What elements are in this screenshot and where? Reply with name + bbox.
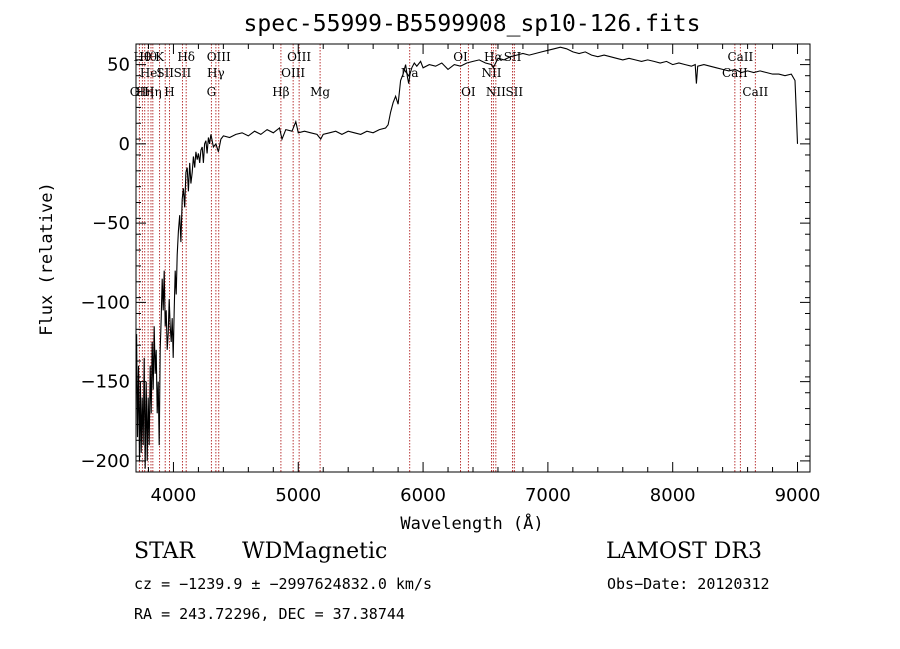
emission-line-label: SII: [505, 85, 523, 99]
y-axis-label: Flux (relative): [37, 182, 57, 336]
emission-line-label: Hα: [484, 50, 503, 64]
emission-line-label: CaII: [742, 85, 768, 99]
emission-line-label: Hη: [136, 85, 154, 99]
emission-line-label: OIII: [281, 66, 305, 80]
x-tick-label: 4000: [151, 485, 197, 506]
emission-lines: OIIHθHηHθHeIHηKSIIHSIIHδGHγOIIIHβOIIIOII…: [130, 44, 768, 472]
y-tick-label: 0: [119, 134, 130, 155]
x-axis-ticks: 4000 5000 6000 7000 8000 9000: [147, 44, 821, 506]
emission-line-label: CaII: [722, 66, 748, 80]
emission-line-label: NII: [486, 85, 506, 99]
redshift-line: cz = −1239.9 ± −2997624832.0 km/s: [134, 575, 432, 593]
y-tick-label: −100: [81, 292, 130, 313]
emission-line-label: OI: [461, 85, 476, 99]
sky-coordinates: RA = 243.72296, DEC = 37.38744: [134, 605, 405, 623]
emission-line-label: Hβ: [272, 85, 289, 99]
x-tick-label: 8000: [650, 485, 696, 506]
emission-line-label: K: [155, 50, 165, 64]
emission-line-label: Na: [401, 66, 419, 80]
emission-line-label: OIII: [287, 50, 311, 64]
y-tick-label: 50: [107, 55, 130, 76]
x-tick-label: 5000: [275, 485, 321, 506]
survey-name: LAMOST DR3: [606, 539, 762, 564]
emission-line-label: Hη: [144, 85, 162, 99]
object-class: STAR: [134, 539, 196, 564]
plot-frame: [135, 43, 811, 473]
flux-series-line: [136, 46, 799, 469]
chart-title: spec-55999-B5599908_sp10-126.fits: [244, 11, 701, 37]
y-axis-ticks: −200 −150 −100 −50 0 50: [81, 43, 810, 473]
footer-info: STAR WDMagnetic LAMOST DR3 cz = −1239.9 …: [134, 539, 770, 623]
emission-line-label: H: [164, 85, 174, 99]
y-tick-label: −150: [81, 372, 130, 393]
emission-line-label: CaII: [727, 50, 753, 64]
emission-line-label: Hδ: [177, 50, 195, 64]
emission-line-label: SII: [174, 66, 192, 80]
emission-line-label: SII: [156, 66, 174, 80]
observation-date: Obs−Date: 20120312: [607, 575, 770, 593]
x-axis-label: Wavelength (Å): [400, 512, 543, 534]
emission-line-label: NII: [481, 66, 501, 80]
object-subclass: WDMagnetic: [242, 539, 387, 564]
y-tick-label: −50: [92, 213, 130, 234]
emission-line-label: Mg: [310, 85, 330, 99]
emission-line-label: OIII: [207, 50, 231, 64]
x-tick-label: 6000: [400, 485, 446, 506]
emission-line-label: OI: [453, 50, 468, 64]
x-tick-label: 7000: [525, 485, 571, 506]
emission-line-label: Hθ: [134, 50, 152, 64]
x-tick-label: 9000: [775, 485, 821, 506]
emission-line-label: HeI: [140, 66, 163, 80]
emission-line-label: G: [207, 85, 217, 99]
emission-line-label: Hγ: [207, 66, 225, 80]
y-tick-label: −200: [81, 451, 130, 472]
emission-line-label: SII: [504, 50, 522, 64]
